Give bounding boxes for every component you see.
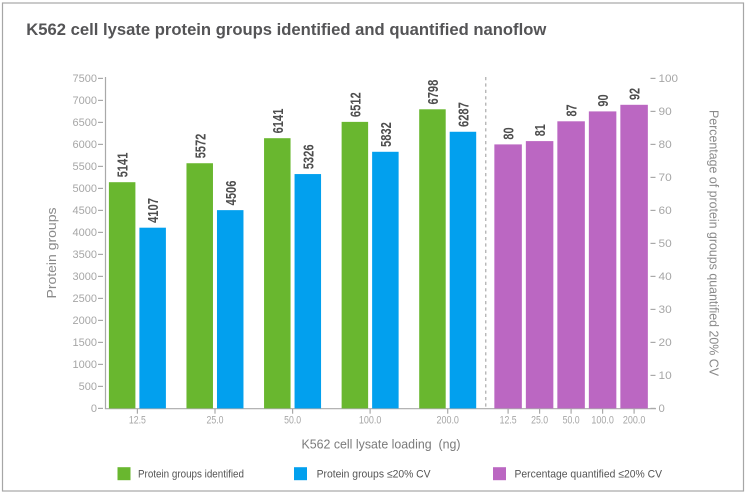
- svg-text:30: 30: [659, 304, 672, 316]
- svg-text:Percentage quantified ≤20% CV: Percentage quantified ≤20% CV: [515, 468, 663, 480]
- svg-text:12.5: 12.5: [500, 415, 517, 427]
- svg-text:Percentage of protein groups q: Percentage of protein groups quantified …: [707, 110, 722, 376]
- svg-text:K562 cell lysate protein group: K562 cell lysate protein groups identifi…: [26, 20, 547, 39]
- svg-text:4506: 4506: [223, 181, 240, 206]
- svg-text:87: 87: [564, 104, 581, 116]
- svg-text:0: 0: [91, 403, 97, 415]
- svg-text:500: 500: [79, 381, 97, 393]
- svg-text:6000: 6000: [73, 139, 97, 151]
- svg-text:5141: 5141: [115, 153, 132, 178]
- svg-text:90: 90: [659, 106, 672, 118]
- svg-text:90: 90: [595, 95, 612, 107]
- svg-text:5000: 5000: [73, 183, 97, 195]
- svg-text:40: 40: [659, 271, 672, 283]
- svg-text:K562 cell lysate loading (ng): K562 cell lysate loading (ng): [302, 438, 461, 452]
- svg-text:92: 92: [627, 88, 644, 100]
- svg-text:1000: 1000: [73, 359, 97, 371]
- svg-text:50.0: 50.0: [563, 415, 580, 427]
- svg-text:2000: 2000: [73, 315, 97, 327]
- svg-text:3500: 3500: [73, 249, 97, 261]
- svg-text:3000: 3000: [73, 271, 97, 283]
- svg-text:5832: 5832: [378, 122, 395, 147]
- svg-text:1500: 1500: [73, 337, 97, 349]
- svg-text:200.0: 200.0: [436, 415, 459, 427]
- svg-text:4107: 4107: [145, 198, 162, 223]
- svg-text:Protein groups: Protein groups: [44, 207, 59, 299]
- svg-text:12.5: 12.5: [129, 415, 146, 427]
- svg-text:50: 50: [659, 238, 672, 250]
- svg-text:7500: 7500: [73, 73, 97, 85]
- svg-text:6512: 6512: [347, 92, 364, 117]
- svg-text:7000: 7000: [73, 95, 97, 107]
- svg-text:Protein groups identified: Protein groups identified: [138, 468, 244, 480]
- svg-text:70: 70: [659, 172, 672, 184]
- svg-text:50.0: 50.0: [284, 415, 301, 427]
- svg-text:100: 100: [659, 73, 679, 85]
- svg-text:80: 80: [659, 139, 672, 151]
- svg-text:60: 60: [659, 205, 672, 217]
- svg-text:25.0: 25.0: [207, 415, 224, 427]
- svg-text:Protein groups ≤20% CV: Protein groups ≤20% CV: [317, 468, 432, 480]
- svg-text:25.0: 25.0: [531, 415, 548, 427]
- svg-text:20: 20: [659, 337, 672, 349]
- svg-text:4500: 4500: [73, 205, 97, 217]
- svg-text:5500: 5500: [73, 161, 97, 173]
- svg-text:6500: 6500: [73, 117, 97, 129]
- svg-text:10: 10: [659, 370, 672, 382]
- svg-text:100.0: 100.0: [591, 415, 614, 427]
- svg-text:6141: 6141: [270, 109, 287, 134]
- svg-text:200.0: 200.0: [623, 415, 646, 427]
- svg-text:5572: 5572: [192, 134, 209, 159]
- svg-text:81: 81: [532, 124, 549, 136]
- svg-text:100.0: 100.0: [359, 415, 382, 427]
- svg-text:6287: 6287: [456, 102, 473, 127]
- svg-text:80: 80: [501, 128, 518, 140]
- svg-text:6798: 6798: [425, 80, 442, 105]
- svg-text:4000: 4000: [73, 227, 97, 239]
- svg-text:2500: 2500: [73, 293, 97, 305]
- svg-text:5326: 5326: [300, 144, 317, 169]
- svg-text:0: 0: [659, 403, 665, 415]
